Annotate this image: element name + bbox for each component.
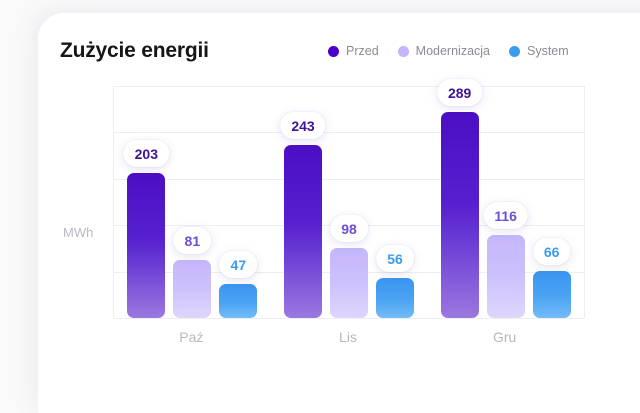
page-title: Zużycie energii — [60, 39, 209, 62]
legend-item-przed[interactable]: Przed — [328, 44, 379, 58]
legend-item-system[interactable]: System — [509, 44, 569, 58]
bar-value-label: 203 — [123, 140, 170, 167]
bar-value-label: 66 — [532, 238, 571, 265]
bar-slot: 47 — [219, 86, 258, 318]
bar-slot: 203 — [123, 86, 170, 318]
bar-slot: 116 — [483, 86, 528, 318]
bar[interactable] — [284, 145, 322, 318]
bar-slot: 98 — [330, 86, 368, 318]
legend-item-label: Modernizacja — [415, 44, 490, 58]
screenshot-root: Zużycie energii Przed Modernizacja Syste… — [60, 39, 585, 345]
bar-group: 289 116 66 — [436, 79, 571, 318]
bar-value-label: 98 — [330, 215, 368, 242]
bar-slot: 56 — [376, 86, 414, 318]
bar-group: 243 98 56 — [280, 86, 414, 318]
x-axis-label: Gru — [492, 329, 517, 345]
gridline — [114, 86, 584, 87]
bar[interactable] — [532, 271, 571, 318]
legend-dot-icon — [397, 45, 409, 57]
bar-slot: 289 — [436, 79, 483, 318]
gridline — [114, 318, 584, 319]
bar-value-label: 47 — [219, 251, 258, 278]
legend-item-label: Przed — [346, 44, 379, 58]
bar-value-label: 116 — [483, 202, 528, 229]
chart-card: Zużycie energii Przed Modernizacja Syste… — [38, 13, 640, 413]
legend-item-label: System — [527, 44, 569, 58]
x-axis-label: Paź — [179, 329, 204, 345]
legend-dot-icon — [328, 45, 339, 57]
bar[interactable] — [173, 260, 212, 318]
bar[interactable] — [330, 248, 368, 318]
legend-dot-icon — [509, 45, 520, 57]
bar[interactable] — [376, 278, 414, 318]
bar-slot: 66 — [532, 86, 571, 318]
bar[interactable] — [486, 235, 525, 318]
bar-slot: 243 — [280, 86, 326, 318]
plot-area: 203 81 47 243 98 56 289 116 66 — [113, 79, 585, 319]
bar-value-label: 56 — [376, 245, 414, 272]
y-axis-label: MWh — [63, 225, 94, 240]
gridline — [114, 132, 584, 134]
gridline — [114, 178, 584, 180]
bar[interactable] — [440, 112, 479, 318]
bar-value-label: 243 — [280, 112, 326, 139]
bar-slot: 81 — [173, 86, 212, 318]
x-axis-label: Lis — [339, 329, 357, 345]
bar[interactable] — [219, 284, 258, 318]
bar[interactable] — [127, 173, 166, 318]
bar-value-label: 81 — [173, 227, 212, 254]
bar-group: 203 81 47 — [123, 86, 258, 318]
chart-legend: Przed Modernizacja System — [328, 44, 569, 58]
bar-value-label: 289 — [436, 79, 483, 106]
legend-item-modernizacja[interactable]: Modernizacja — [397, 44, 490, 58]
